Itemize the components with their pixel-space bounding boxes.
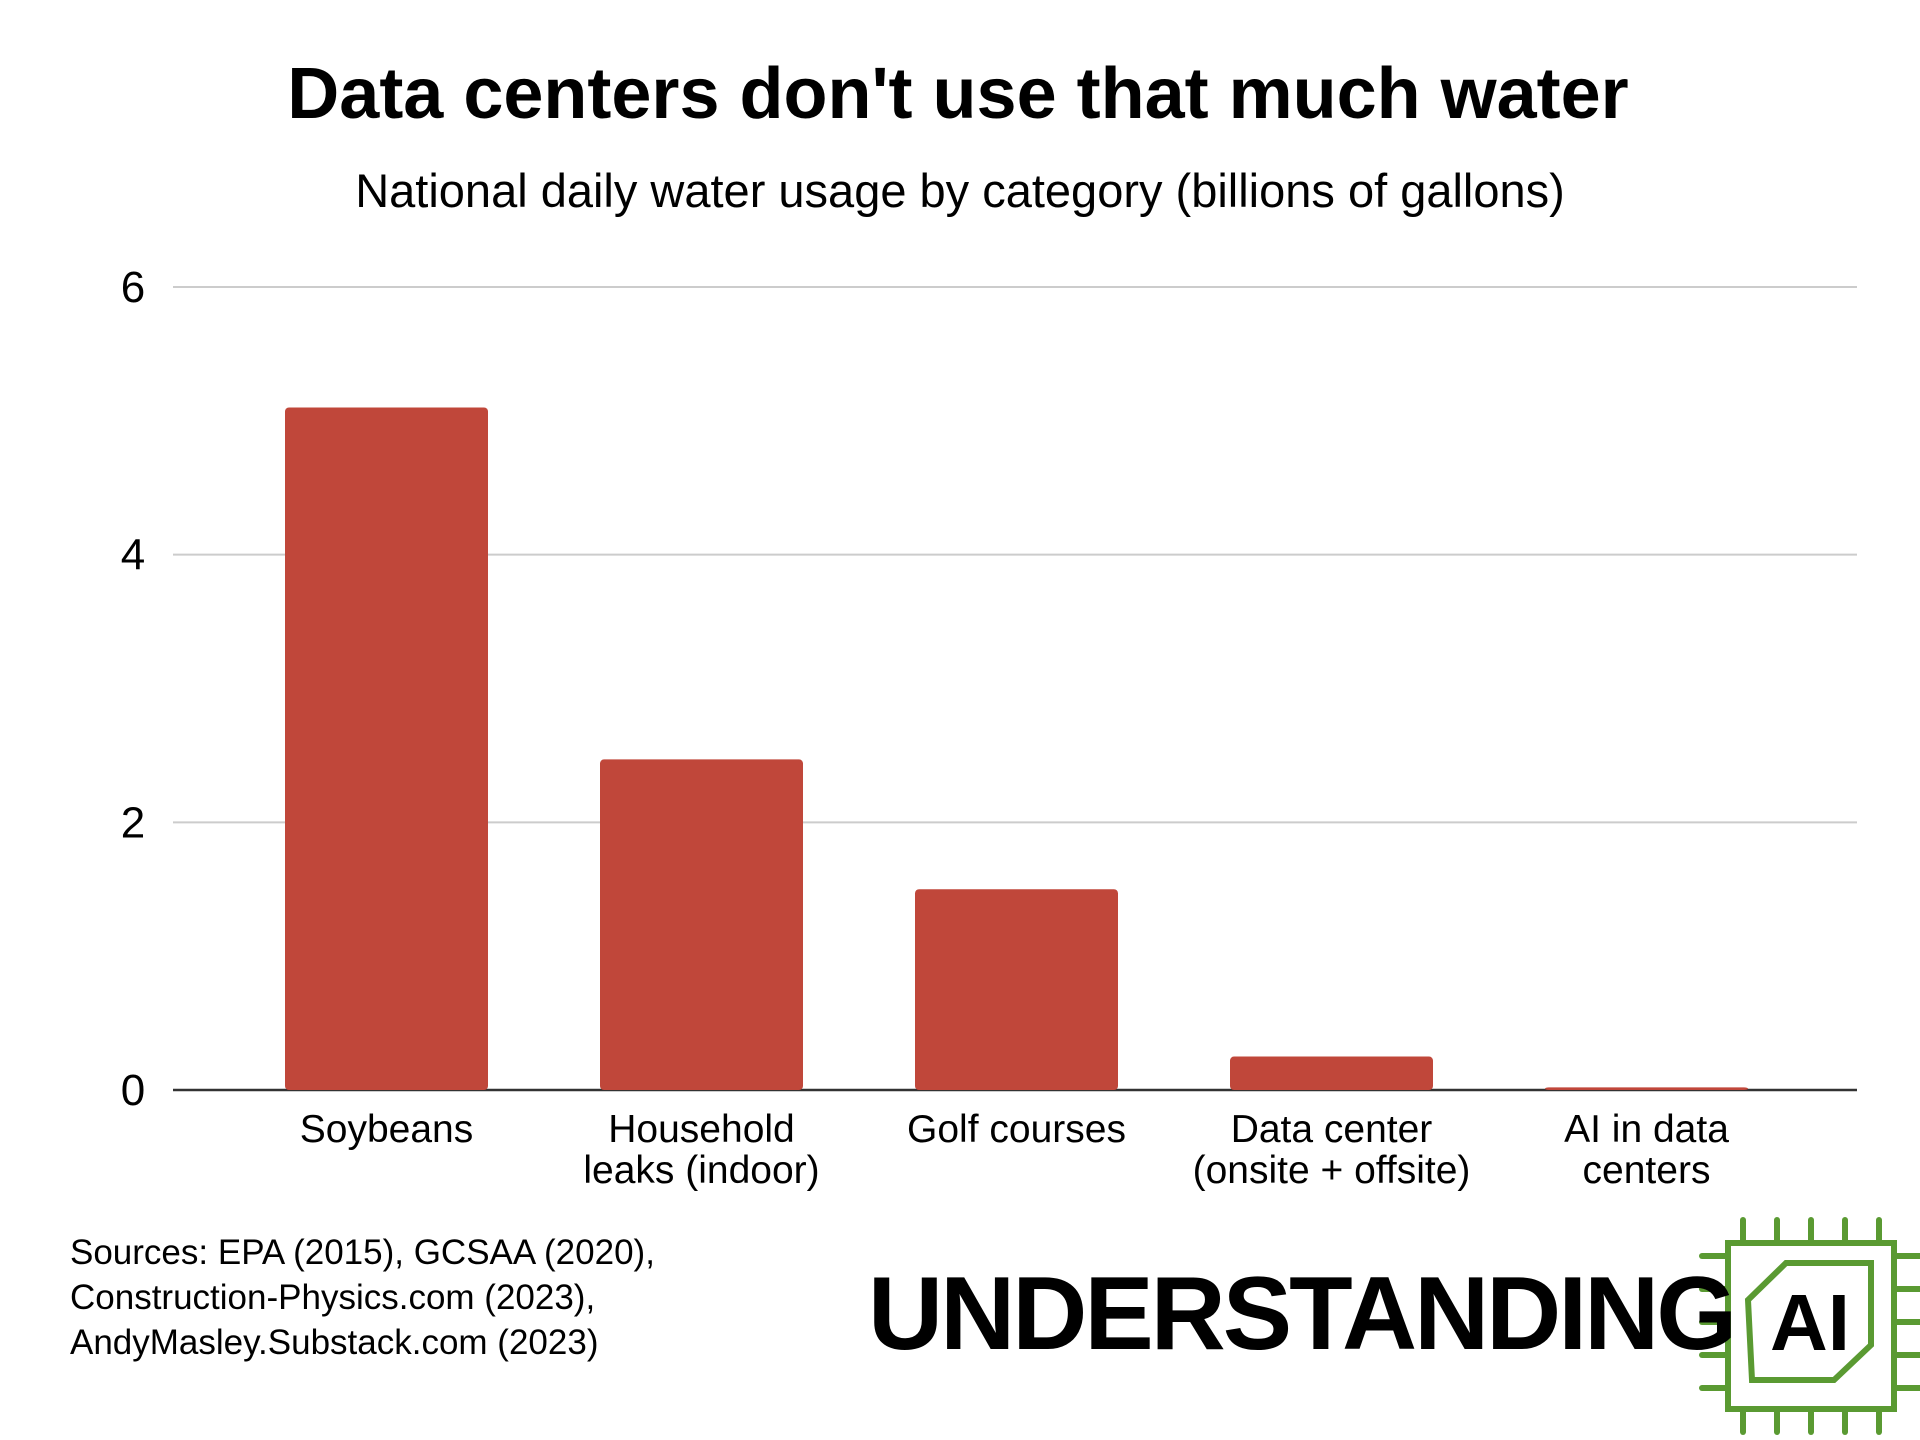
bar: [600, 759, 803, 1090]
x-tick-label: centers: [1583, 1149, 1711, 1192]
y-tick-label: 2: [121, 798, 145, 847]
logo-chip-icon: [1699, 1217, 1920, 1435]
x-tick-label: Household: [608, 1108, 794, 1151]
bar: [285, 407, 488, 1090]
y-tick-label: 4: [121, 531, 145, 580]
logo-text: UNDERSTANDING: [868, 1256, 1737, 1372]
bar: [1545, 1087, 1748, 1090]
x-tick-label: Data center: [1231, 1108, 1433, 1151]
logo-badge: AI: [1770, 1278, 1850, 1367]
sources-note: Sources: EPA (2015), GCSAA (2020), Const…: [70, 1230, 655, 1365]
y-tick-label: 0: [121, 1066, 145, 1115]
x-tick-label: (onsite + offsite): [1193, 1149, 1471, 1192]
bar: [1230, 1056, 1433, 1090]
source-line: AndyMasley.Substack.com (2023): [70, 1323, 599, 1362]
x-tick-label: Soybeans: [300, 1108, 473, 1151]
chart-subtitle: National daily water usage by category (…: [355, 164, 1565, 217]
chart-title: Data centers don't use that much water: [287, 54, 1628, 134]
source-line: Sources: EPA (2015), GCSAA (2020),: [70, 1233, 655, 1272]
x-tick-label: AI in data: [1564, 1108, 1729, 1151]
x-tick-label: leaks (indoor): [583, 1149, 819, 1192]
source-line: Construction-Physics.com (2023),: [70, 1278, 596, 1317]
x-tick-label: Golf courses: [907, 1108, 1126, 1151]
y-tick-label: 6: [121, 263, 145, 312]
bar: [915, 889, 1118, 1090]
